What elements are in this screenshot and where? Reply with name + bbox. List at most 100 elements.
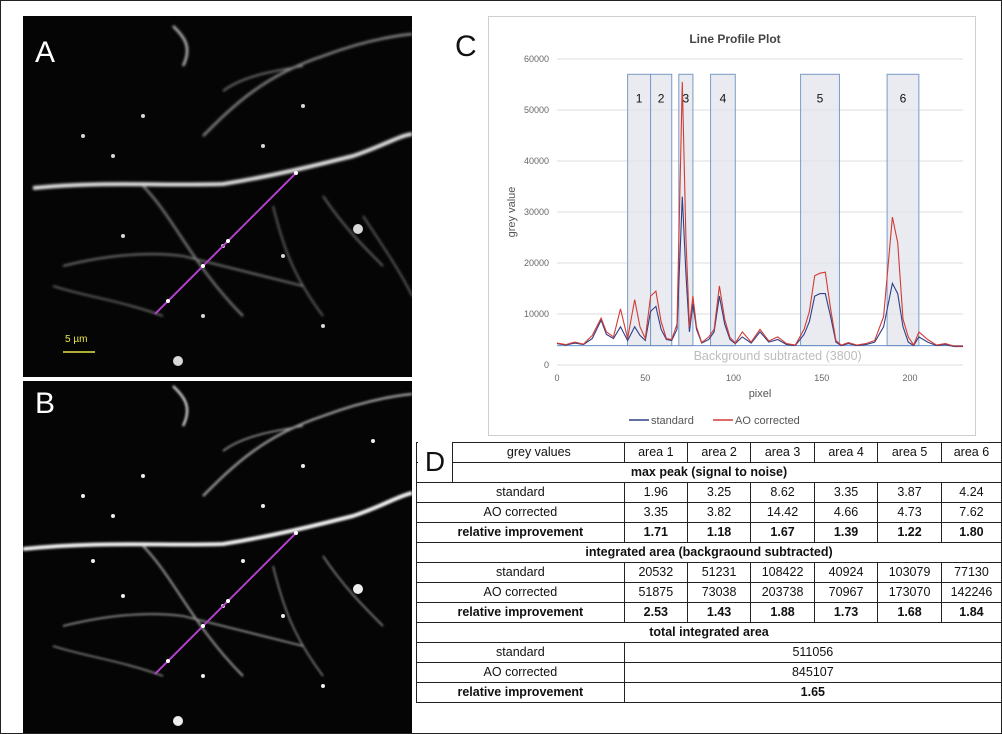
- table-row: relative improvement 2.53 1.43 1.88 1.73 1.68…: [417, 603, 1002, 623]
- value-cell: 3.87: [878, 483, 942, 503]
- table-header-cell: area 1: [624, 443, 687, 463]
- x-tick-label: 200: [903, 373, 918, 383]
- table-row: standard 511056: [417, 643, 1002, 663]
- table-header-cell: area 6: [941, 443, 1001, 463]
- micrograph-a-image: [23, 16, 412, 377]
- table-row: grey values area 1 area 2 area 3 area 4 area …: [417, 443, 1002, 463]
- value-cell: 73038: [687, 583, 750, 603]
- value-cell: 7.62: [941, 503, 1001, 523]
- value-cell: 1.71: [624, 523, 687, 543]
- table-row: integrated area (backgraound subtracted): [417, 543, 1002, 563]
- value-cell: 1.84: [941, 603, 1001, 623]
- area-label: 2: [658, 91, 665, 105]
- value-cell: 4.24: [941, 483, 1001, 503]
- value-cell: 40924: [814, 563, 877, 583]
- panel-label-d: D: [418, 442, 453, 483]
- row-label: standard: [417, 643, 625, 663]
- total-value-cell: 845107: [624, 663, 1001, 683]
- y-tick-label: 30000: [524, 207, 549, 217]
- table-row: standard 20532 51231 108422 40924 103079 77130: [417, 563, 1002, 583]
- puncta-a: [81, 104, 363, 366]
- row-label: standard: [417, 563, 625, 583]
- value-cell: 3.35: [624, 503, 687, 523]
- table-row: relative improvement 1.65: [417, 683, 1002, 703]
- scale-bar-label: 5 µm: [65, 334, 87, 345]
- area-label: 4: [720, 91, 727, 105]
- table-header-cell: area 2: [687, 443, 750, 463]
- row-label: relative improvement: [417, 523, 625, 543]
- table-row: total integrated area: [417, 623, 1002, 643]
- puncta-b: [81, 439, 375, 726]
- table-header-cell: area 4: [814, 443, 877, 463]
- row-label: AO corrected: [417, 583, 625, 603]
- row-label: AO corrected: [417, 663, 625, 683]
- value-cell: 20532: [624, 563, 687, 583]
- line-profile-chart: 0 10000 20000 30000 40000 50000 60000 0 50 100 150…: [488, 16, 976, 436]
- value-cell: 3.25: [687, 483, 750, 503]
- table-row: max peak (signal to noise): [417, 463, 1002, 483]
- y-tick-label: 50000: [524, 105, 549, 115]
- grey-values-table: grey values area 1 area 2 area 3 area 4 area …: [416, 442, 1002, 703]
- y-tick-label: 10000: [524, 309, 549, 319]
- value-cell: 4.66: [814, 503, 877, 523]
- table-row: AO corrected 845107: [417, 663, 1002, 683]
- value-cell: 1.67: [751, 523, 815, 543]
- x-tick-label: 150: [814, 373, 829, 383]
- panel-label-a: A: [35, 36, 55, 70]
- y-tick-label: 60000: [524, 54, 549, 64]
- value-cell: 1.43: [687, 603, 750, 623]
- value-cell: 142246: [941, 583, 1001, 603]
- value-cell: 51231: [687, 563, 750, 583]
- area-box: [628, 74, 651, 345]
- micrograph-b-image: [23, 381, 412, 733]
- value-cell: 2.53: [624, 603, 687, 623]
- value-cell: 1.73: [814, 603, 877, 623]
- profile-line-b: [155, 533, 296, 674]
- neuron-structures-a: [33, 26, 412, 316]
- y-axis-label: grey value: [506, 187, 518, 238]
- total-value-cell: 1.65: [624, 683, 1001, 703]
- area-label: 1: [636, 91, 643, 105]
- y-tick-label: 20000: [524, 258, 549, 268]
- background-annotation: Background subtracted (3800): [694, 349, 862, 363]
- legend-label-standard: standard: [651, 415, 694, 427]
- value-cell: 51875: [624, 583, 687, 603]
- micrograph-a: 5 µm A: [23, 16, 412, 377]
- value-cell: 1.80: [941, 523, 1001, 543]
- value-cell: 1.18: [687, 523, 750, 543]
- total-value-cell: 511056: [624, 643, 1001, 663]
- profile-line-a: [155, 173, 296, 314]
- section-title: integrated area (backgraound subtracted): [417, 543, 1002, 563]
- x-tick-label: 0: [554, 373, 559, 383]
- value-cell: 70967: [814, 583, 877, 603]
- value-cell: 1.96: [624, 483, 687, 503]
- value-cell: 108422: [751, 563, 815, 583]
- area-box: [651, 74, 672, 345]
- table-header-cell: area 5: [878, 443, 942, 463]
- table-row: AO corrected 3.35 3.82 14.42 4.66 4.73 7.62: [417, 503, 1002, 523]
- y-tick-label: 40000: [524, 156, 549, 166]
- value-cell: 1.68: [878, 603, 942, 623]
- chart-canvas: 0 10000 20000 30000 40000 50000 60000 0 50 100 150…: [489, 17, 975, 435]
- value-cell: 3.82: [687, 503, 750, 523]
- micrograph-b: B: [23, 381, 412, 733]
- row-label: AO corrected: [417, 503, 625, 523]
- panel-label-b: B: [35, 387, 55, 421]
- value-cell: 8.62: [751, 483, 815, 503]
- table-row: relative improvement 1.71 1.18 1.67 1.39 1.22…: [417, 523, 1002, 543]
- panel-label-c: C: [455, 30, 477, 64]
- legend-label-ao-corrected: AO corrected: [735, 415, 800, 427]
- value-cell: 203738: [751, 583, 815, 603]
- row-label: relative improvement: [417, 603, 625, 623]
- area-box: [801, 74, 840, 345]
- y-tick-label: 0: [544, 360, 549, 370]
- neuron-structures-b: [23, 386, 412, 676]
- value-cell: 77130: [941, 563, 1001, 583]
- row-label: standard: [417, 483, 625, 503]
- table-header-cell: area 3: [751, 443, 815, 463]
- table-row: standard 1.96 3.25 8.62 3.35 3.87 4.24: [417, 483, 1002, 503]
- chart-title: Line Profile Plot: [689, 32, 780, 46]
- area-label: 5: [817, 91, 824, 105]
- x-tick-label: 100: [726, 373, 741, 383]
- area-label: 3: [683, 91, 690, 105]
